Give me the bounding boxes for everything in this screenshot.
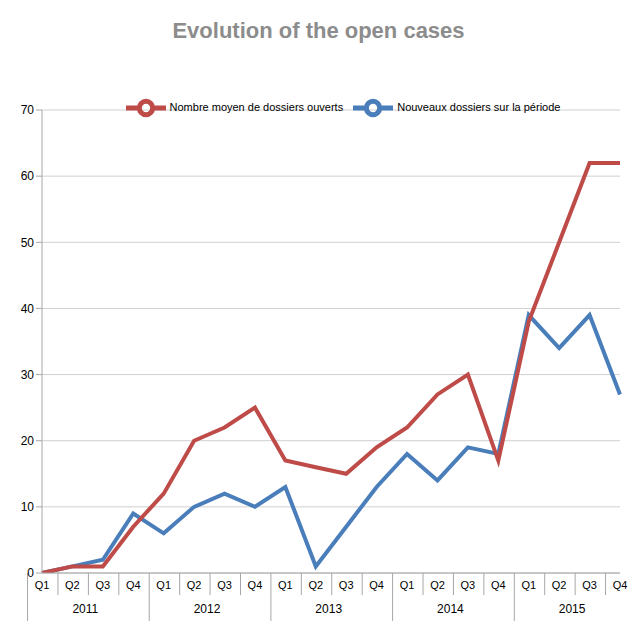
svg-text:20: 20 <box>21 434 35 448</box>
svg-text:2013: 2013 <box>315 602 342 616</box>
svg-text:Q2: Q2 <box>430 579 445 591</box>
svg-text:2015: 2015 <box>559 602 586 616</box>
svg-text:Q3: Q3 <box>461 579 476 591</box>
svg-text:2011: 2011 <box>72 602 98 616</box>
svg-text:Q1: Q1 <box>521 579 536 591</box>
svg-text:10: 10 <box>21 500 35 514</box>
svg-text:Q1: Q1 <box>156 579 171 591</box>
html-text:Evolution of the open cases: Evolution of the open cases <box>172 18 465 43</box>
svg-text:Q3: Q3 <box>217 579 232 591</box>
svg-text:Q1: Q1 <box>35 579 50 591</box>
html-text:Nombre moyen de dossiers ouver: Nombre moyen de dossiers ouverts <box>169 100 344 113</box>
svg-text:Q2: Q2 <box>552 579 567 591</box>
svg-text:Q4: Q4 <box>613 579 628 591</box>
svg-text:Q2: Q2 <box>65 579 80 591</box>
svg-text:Q4: Q4 <box>369 579 384 591</box>
svg-text:2012: 2012 <box>194 602 221 616</box>
svg-text:Q3: Q3 <box>582 579 597 591</box>
svg-text:Q3: Q3 <box>95 579 110 591</box>
svg-text:30: 30 <box>21 368 35 382</box>
svg-text:2014: 2014 <box>437 602 464 616</box>
svg-text:70: 70 <box>21 103 35 117</box>
svg-text:Q1: Q1 <box>278 579 293 591</box>
svg-text:Q4: Q4 <box>126 579 141 591</box>
svg-text:40: 40 <box>21 302 35 316</box>
html-text:Nouveaux dossiers sur la pério: Nouveaux dossiers sur la période <box>397 100 561 113</box>
svg-text:Q3: Q3 <box>339 579 354 591</box>
svg-text:Q4: Q4 <box>248 579 263 591</box>
svg-text:Q4: Q4 <box>491 579 506 591</box>
svg-text:Q1: Q1 <box>400 579 415 591</box>
svg-text:0: 0 <box>27 566 34 580</box>
svg-text:Q2: Q2 <box>187 579 202 591</box>
svg-text:Q2: Q2 <box>308 579 323 591</box>
svg-text:50: 50 <box>21 236 35 250</box>
svg-text:60: 60 <box>21 169 35 183</box>
